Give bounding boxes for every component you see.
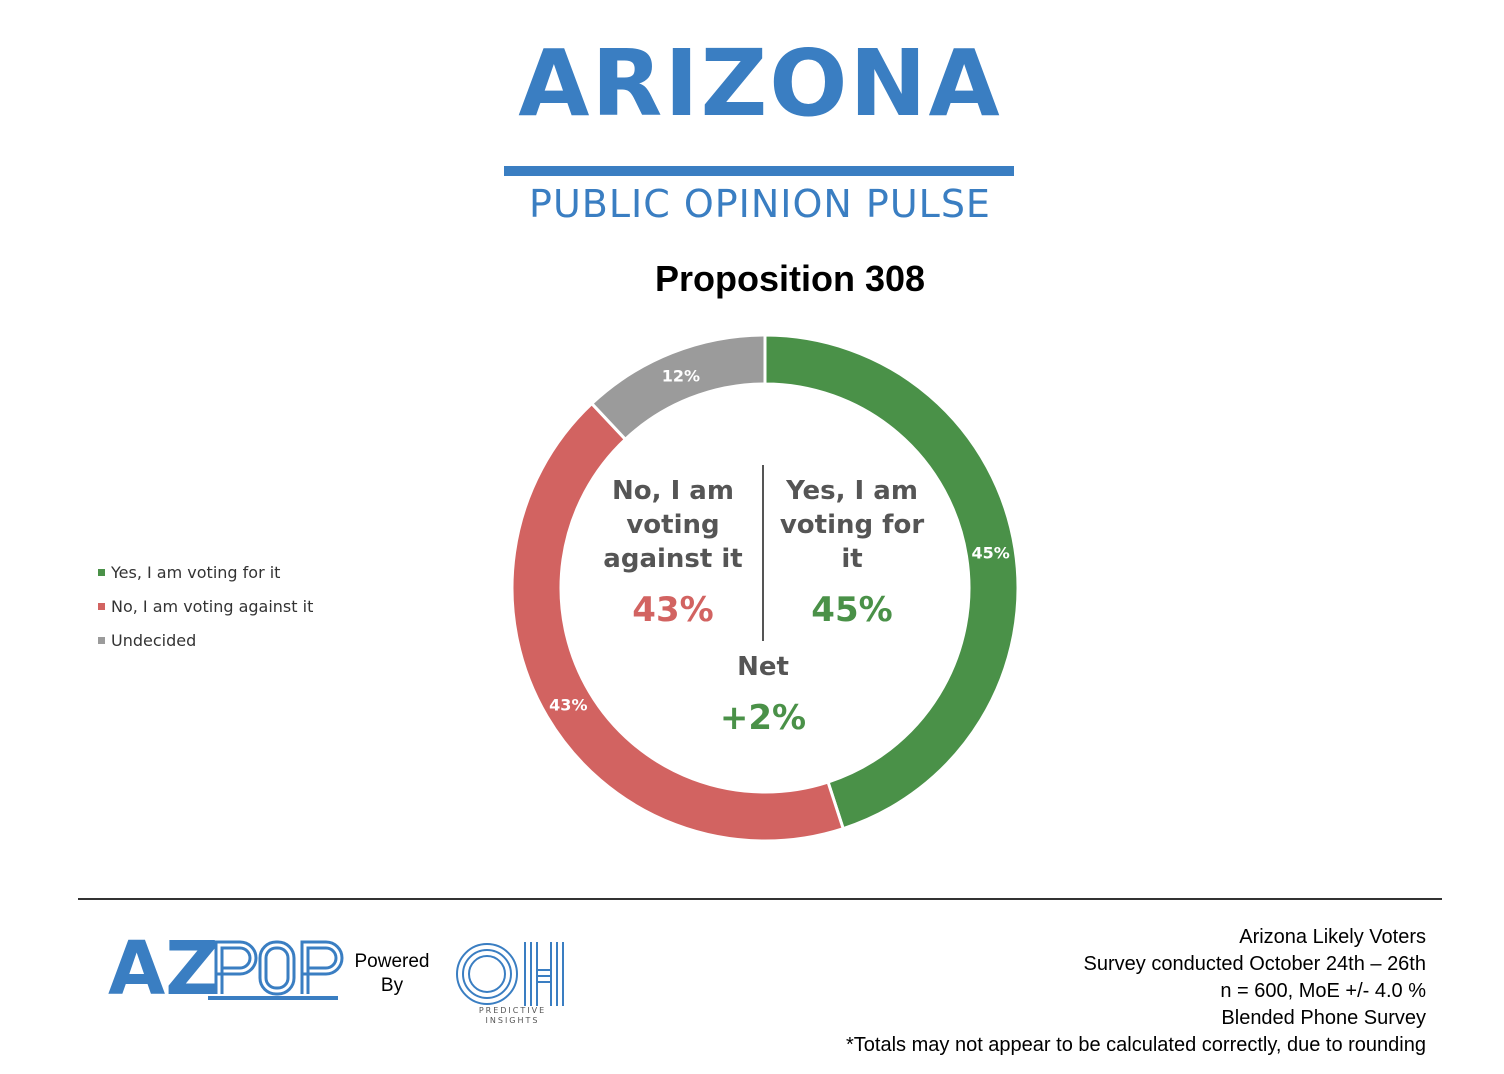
azpop-logo: AZ [108,936,344,1000]
legend: Yes, I am voting for it No, I am voting a… [98,555,313,657]
oh-logo [456,942,564,1006]
legend-item-0: Yes, I am voting for it [98,555,313,589]
footer-rule [78,898,1442,900]
arizona-logo: ARIZONA PUBLIC OPINION PULSE [500,30,1020,226]
legend-label: Yes, I am voting for it [111,562,281,582]
legend-swatch [98,636,105,644]
legend-label: Undecided [111,630,197,650]
survey-note-1: Survey conducted October 24th – 26th [1083,953,1426,975]
center-yes-value: 45% [811,590,893,630]
logo-bar [504,166,1014,176]
logo-subtitle: PUBLIC OPINION PULSE [529,182,991,226]
survey-note-4: *Totals may not appear to be calculated … [846,1034,1426,1056]
donut-chart: 45% 43% 12% [510,333,1020,843]
powered-by: Powered By [354,951,430,996]
survey-note-0: Arizona Likely Voters [1239,926,1426,948]
donut-data-label-2: 12% [662,367,700,386]
survey-note-3: Blended Phone Survey [1221,1007,1426,1029]
legend-swatch [98,602,105,610]
azpop-logo-text: AZ [108,936,219,1000]
survey-notes: Arizona Likely Voters Survey conducted Oc… [846,924,1426,1059]
legend-label: No, I am voting against it [111,596,314,616]
donut-slice-0 [763,333,1020,831]
legend-swatch [98,568,105,576]
center-no-label: No, I am voting against it [603,476,743,574]
center-yes-label: Yes, I am voting for it [779,476,925,574]
center-no-value: 43% [632,590,714,630]
chart-title: Proposition 308 [654,258,926,299]
oh-caption: PREDICTIVE INSIGHTS [478,1006,547,1025]
center-net-label: Net [737,652,789,682]
center-divider [762,465,764,641]
legend-item-1: No, I am voting against it [98,589,313,623]
donut-data-label-0: 45% [972,543,1010,562]
legend-item-2: Undecided [98,623,313,657]
center-net-value: +2% [719,698,807,738]
donut-slice-1 [510,401,846,843]
logo-word: ARIZONA [518,30,1002,137]
donut-slice-2 [589,333,767,442]
donut-data-label-1: 43% [549,695,587,714]
survey-note-2: n = 600, MoE +/- 4.0 % [1220,980,1426,1002]
